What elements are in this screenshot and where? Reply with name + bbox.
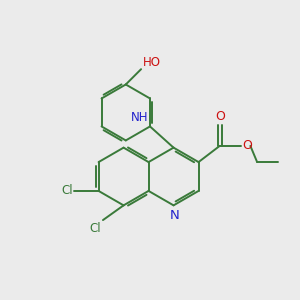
Text: Cl: Cl	[61, 184, 73, 197]
Text: HO: HO	[142, 56, 160, 69]
Text: O: O	[215, 110, 225, 123]
Text: Cl: Cl	[90, 222, 101, 236]
Text: N: N	[169, 209, 179, 222]
Text: O: O	[242, 140, 252, 152]
Text: NH: NH	[131, 111, 148, 124]
